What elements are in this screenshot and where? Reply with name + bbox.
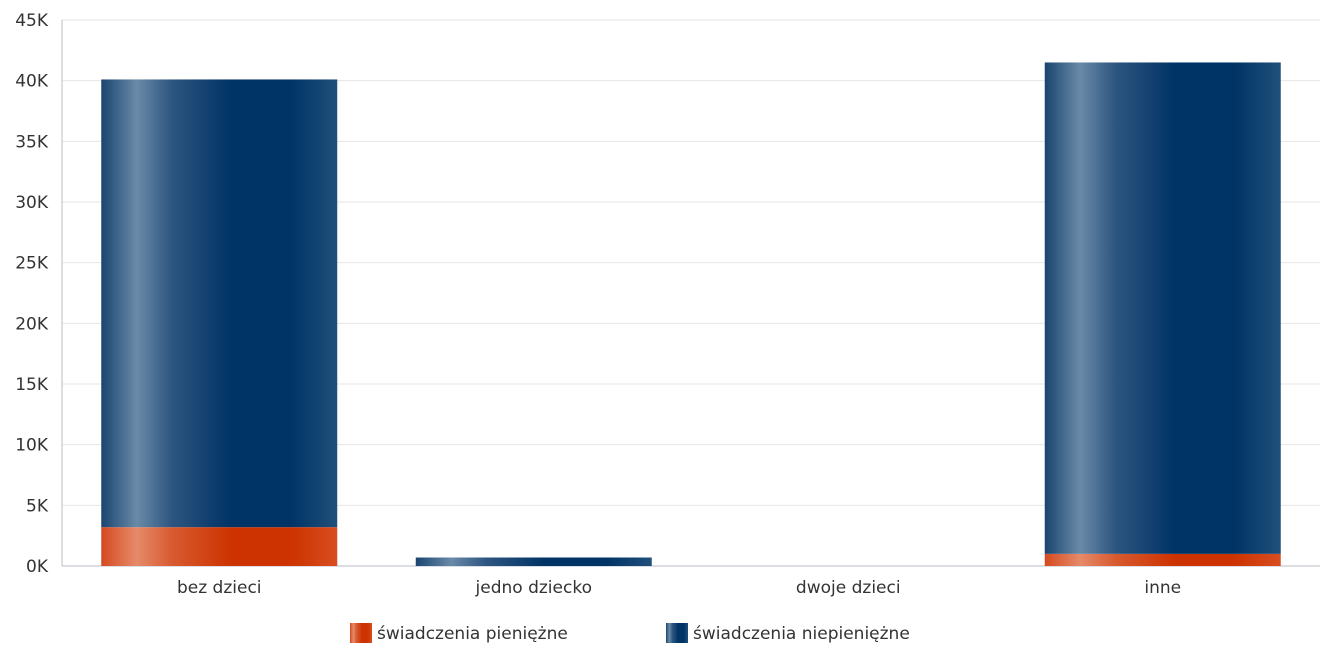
x-category-label: dwoje dzieci	[796, 578, 901, 598]
legend-swatch[interactable]	[666, 623, 688, 643]
y-tick-label: 45K	[15, 11, 49, 31]
y-tick-label: 35K	[15, 132, 49, 152]
legend-label[interactable]: świadczenia niepieniężne	[693, 624, 910, 644]
bar-segment-pieniezne[interactable]	[1044, 553, 1281, 566]
y-tick-label: 40K	[15, 72, 49, 92]
y-tick-labels: 0K 5K 10K 15K 20K 25K 30K 35K 40K 45K	[15, 11, 49, 577]
x-category-label: inne	[1144, 578, 1181, 598]
y-tick-label: 10K	[15, 436, 49, 456]
legend-swatch[interactable]	[350, 623, 372, 643]
y-tick-label: 25K	[15, 254, 49, 274]
y-tick-label: 15K	[15, 375, 49, 395]
x-category-label: jedno dziecko	[475, 578, 592, 598]
x-category-labels: bez dzieci jedno dziecko dwoje dzieci inne	[177, 578, 1181, 598]
y-tick-label: 0K	[26, 557, 49, 577]
x-category-label: bez dzieci	[177, 578, 262, 598]
bar-segment-niepieniezne[interactable]	[415, 557, 652, 566]
y-tick-label: 30K	[15, 193, 49, 213]
y-tick-label: 5K	[26, 496, 49, 516]
bar-segment-niepieniezne[interactable]	[101, 79, 338, 528]
bar-segment-niepieniezne[interactable]	[1044, 62, 1281, 554]
bar-segment-pieniezne[interactable]	[101, 527, 338, 566]
y-tick-label: 20K	[15, 314, 49, 334]
legend-label[interactable]: świadczenia pieniężne	[377, 624, 568, 644]
legend: świadczenia pieniężne świadczenia niepien…	[350, 623, 910, 644]
bars	[101, 62, 1281, 566]
